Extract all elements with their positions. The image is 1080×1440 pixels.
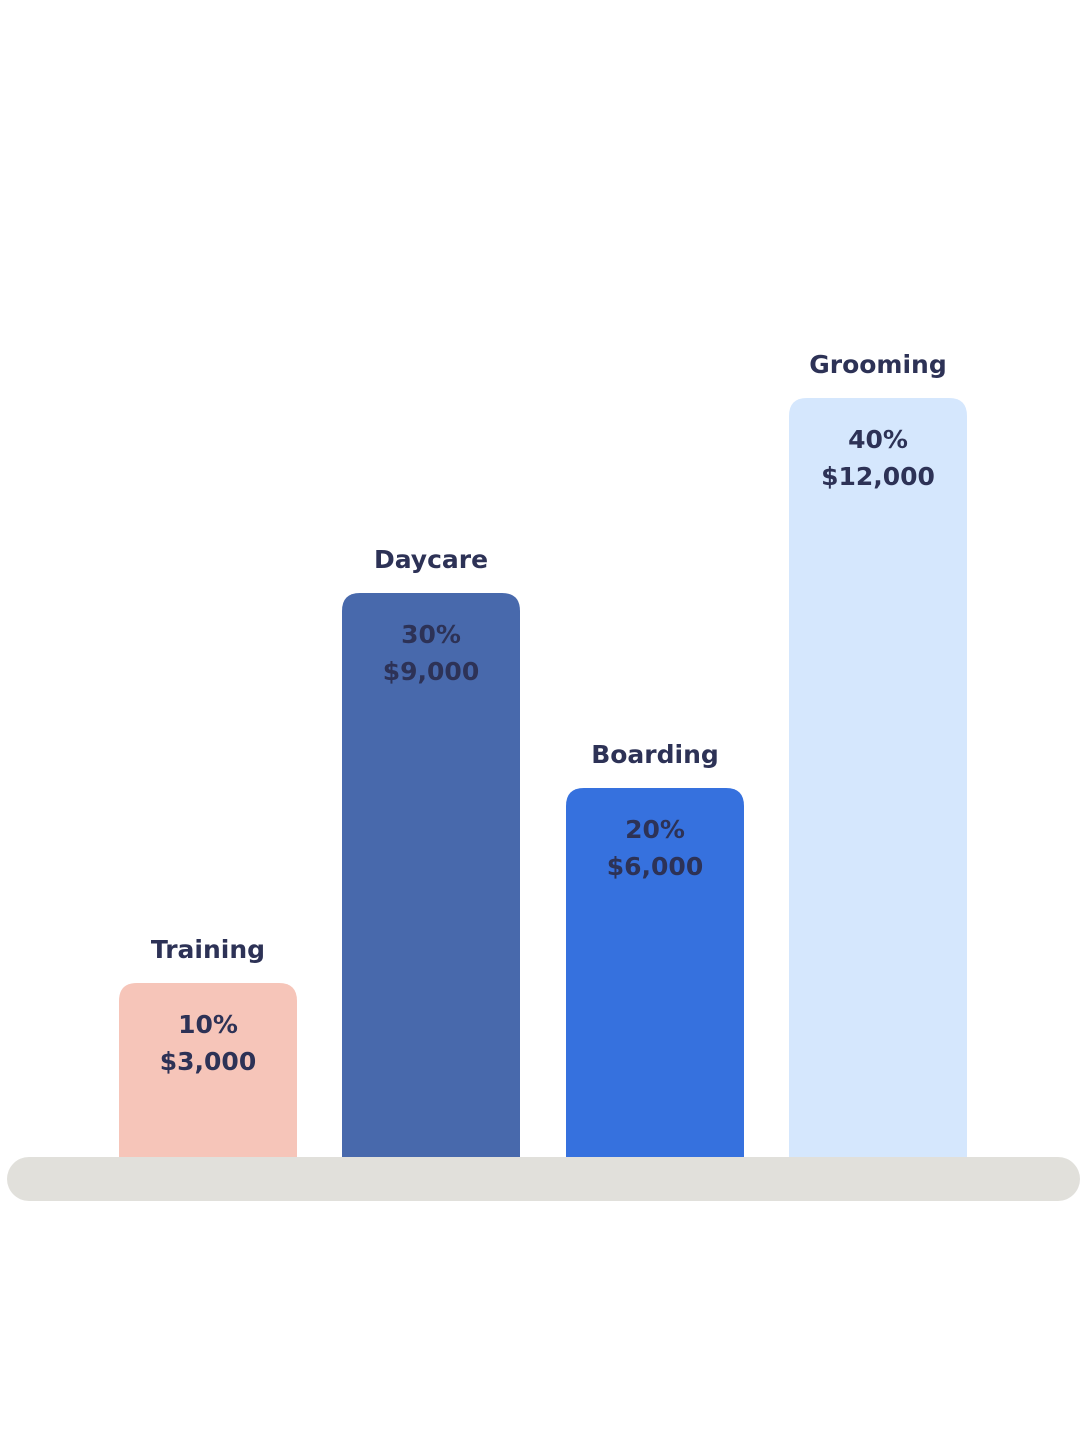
category-label: Grooming	[809, 350, 947, 379]
value-label: $3,000	[160, 1047, 256, 1076]
labels: Training 10% $3,000 Daycare 30% $9,000 Boardin…	[151, 350, 947, 1076]
bar	[342, 593, 520, 1200]
category-label: Training	[151, 935, 265, 964]
category-label: Boarding	[591, 740, 719, 769]
percent-label: 40%	[848, 425, 908, 454]
bar	[119, 983, 297, 1200]
value-label: $9,000	[383, 657, 479, 686]
bars	[119, 398, 967, 1200]
percent-label: 30%	[401, 620, 461, 649]
category-label: Daycare	[374, 545, 488, 574]
bar	[566, 788, 744, 1200]
bar	[789, 398, 967, 1200]
percent-label: 20%	[625, 815, 685, 844]
value-label: $12,000	[821, 462, 935, 491]
percent-label: 10%	[178, 1010, 238, 1039]
value-label: $6,000	[607, 852, 703, 881]
baseline-shelf	[7, 1157, 1080, 1201]
